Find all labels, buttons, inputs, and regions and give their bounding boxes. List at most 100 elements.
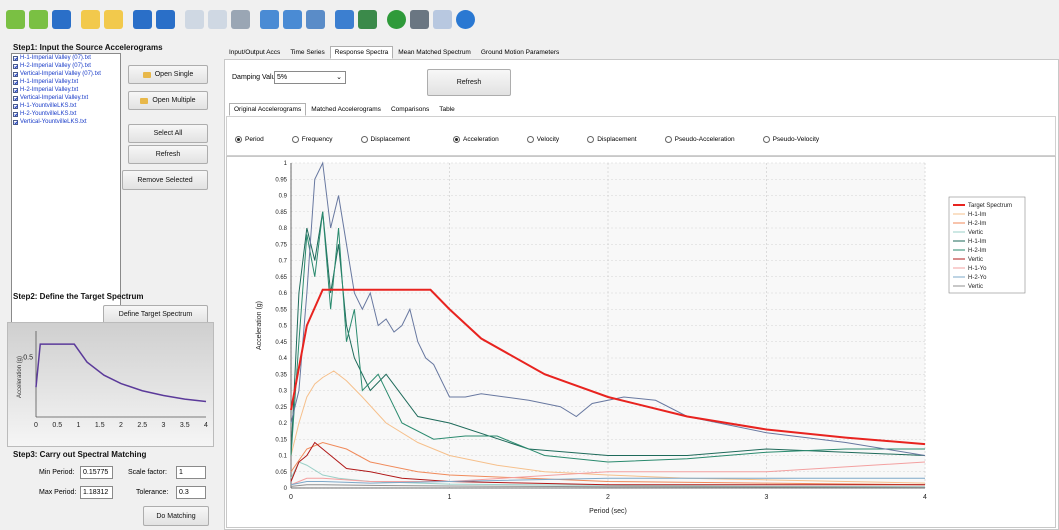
do-matching-button[interactable]: Do Matching <box>143 506 209 526</box>
subtab-3[interactable]: Table <box>439 106 455 113</box>
radio-circle[interactable] <box>664 136 672 143</box>
subtab-2[interactable]: Comparisons <box>390 106 430 113</box>
checkbox[interactable] <box>13 119 18 125</box>
radio-circle[interactable] <box>526 136 534 143</box>
open-multiple-button[interactable]: Open Multiple <box>128 91 208 110</box>
remove-selected-button[interactable]: Remove Selected <box>122 170 208 190</box>
subtab-1[interactable]: Matched Accelerograms <box>311 106 381 113</box>
mini-x-tick-label: 1.5 <box>95 422 105 429</box>
radio-circle[interactable] <box>235 136 242 143</box>
y-option-label: Displacement <box>597 136 637 143</box>
x-option-radio[interactable]: Displacement <box>360 136 410 143</box>
legend-label: H-1-Im <box>968 239 986 245</box>
x-option-radio[interactable]: Frequency <box>291 136 333 143</box>
checkbox[interactable] <box>13 79 18 85</box>
checkbox[interactable] <box>13 103 18 109</box>
tab-4[interactable]: Ground Motion Parameters <box>480 49 560 56</box>
file-name: H-2-Imperial Valley (07).txt <box>20 63 91 69</box>
mini-x-tick-label: 1 <box>77 422 81 429</box>
help-icon[interactable] <box>387 9 406 29</box>
gear-icon[interactable] <box>306 9 325 29</box>
save-icon[interactable] <box>52 9 71 29</box>
tolerance-input[interactable]: 0.3 <box>176 486 206 499</box>
report-icon[interactable] <box>283 9 302 29</box>
file-list-item[interactable]: H-1-Imperial Valley (07).txt <box>12 54 120 62</box>
tools-icon[interactable] <box>410 9 429 29</box>
y-option-label: Velocity <box>536 136 560 143</box>
checkbox[interactable] <box>13 87 18 93</box>
series-line <box>290 461 926 486</box>
damping-select[interactable]: 5% ⌄ <box>274 71 346 84</box>
checkbox[interactable] <box>13 55 18 61</box>
folder-icon[interactable] <box>104 9 123 29</box>
legend-label: Vertic <box>968 284 983 290</box>
file-list-item[interactable]: H-2-YountvilleLKS.txt <box>12 110 120 118</box>
radio-circle[interactable] <box>453 136 460 143</box>
max-period-input[interactable]: 1.18312 <box>80 486 113 499</box>
x-option-radio[interactable]: Period <box>235 136 264 143</box>
y-option-radio[interactable]: Velocity <box>526 136 560 143</box>
y-option-radio[interactable]: Pseudo-Acceleration <box>664 136 735 143</box>
tab-0[interactable]: Input/Output Accs <box>229 49 281 56</box>
file-list-item[interactable]: H-1-Imperial Valley.txt <box>12 78 120 86</box>
radio-circle[interactable] <box>587 136 595 143</box>
y-option-label: Pseudo-Velocity <box>772 136 820 143</box>
checkbox[interactable] <box>13 63 18 69</box>
tab-1[interactable]: Time Series <box>290 49 325 56</box>
report-icon[interactable] <box>260 9 279 29</box>
file-list-item[interactable]: H-2-Imperial Valley (07).txt <box>12 62 120 70</box>
y-tick-label: 0.15 <box>275 437 287 443</box>
series-line <box>290 477 925 486</box>
y-tick-label: 0.45 <box>275 340 287 346</box>
document-icon[interactable] <box>185 9 204 29</box>
accelerogram-list[interactable]: H-1-Imperial Valley (07).txt H-2-Imperial… <box>11 53 121 323</box>
file-name: H-2-Imperial Valley.txt <box>20 87 79 93</box>
save-icon[interactable] <box>156 9 175 29</box>
y-option-radio[interactable]: Acceleration <box>453 136 499 143</box>
checkbox[interactable] <box>13 95 18 101</box>
spectra-refresh-button[interactable]: Refresh <box>427 69 511 96</box>
y-option-radio[interactable]: Displacement <box>587 136 637 143</box>
database-icon[interactable] <box>358 9 377 29</box>
checkbox[interactable] <box>13 71 18 77</box>
mini-target-line <box>35 343 207 403</box>
print-icon[interactable] <box>231 9 250 29</box>
y-tick-label: 0.6 <box>279 291 288 297</box>
radio-circle[interactable] <box>360 136 368 143</box>
save-icon[interactable] <box>133 9 152 29</box>
legend-label: H-2-Im <box>968 248 986 254</box>
file-list-item[interactable]: H-2-Imperial Valley.txt <box>12 86 120 94</box>
open-single-button[interactable]: Open Single <box>128 65 208 84</box>
x-option-label: Displacement <box>370 136 410 143</box>
file-name: H-1-YountvilleLKS.txt <box>20 103 77 109</box>
checkbox[interactable] <box>13 111 18 117</box>
globe-icon[interactable] <box>456 9 475 29</box>
open-folder-icon[interactable] <box>29 9 48 29</box>
file-list-item[interactable]: Vertical-Imperial Valley (07).txt <box>12 70 120 78</box>
chart-icon[interactable] <box>335 9 354 29</box>
file-name: H-1-Imperial Valley (07).txt <box>20 55 91 61</box>
folder-icon <box>140 97 149 104</box>
legend-label: Vertic <box>968 230 983 236</box>
tab-2[interactable]: Response Spectra <box>329 46 394 59</box>
wand-icon[interactable] <box>433 9 452 29</box>
file-list-item[interactable]: Vertical-Imperial Valley.txt <box>12 94 120 102</box>
tab-3[interactable]: Mean Matched Spectrum <box>398 49 471 56</box>
min-period-input[interactable]: 0.15775 <box>80 466 113 479</box>
refresh-button[interactable]: Refresh <box>128 145 208 164</box>
folder-icon[interactable] <box>81 9 100 29</box>
scale-factor-input[interactable]: 1 <box>176 466 206 479</box>
select-all-button[interactable]: Select All <box>128 124 208 143</box>
document-icon[interactable] <box>208 9 227 29</box>
x-tick-label: 2 <box>606 494 610 501</box>
file-list-item[interactable]: H-1-YountvilleLKS.txt <box>12 102 120 110</box>
open-folder-icon[interactable] <box>6 9 25 29</box>
y-axis-label: Acceleration (g) <box>256 301 263 350</box>
file-list-item[interactable]: Vertical-YountvilleLKS.txt <box>12 118 120 126</box>
subtab-0[interactable]: Original Accelerograms <box>229 103 307 116</box>
y-option-radio[interactable]: Pseudo-Velocity <box>762 136 820 143</box>
radio-circle[interactable] <box>291 136 299 143</box>
series-line <box>290 288 926 446</box>
radio-circle[interactable] <box>762 136 770 143</box>
y-tick-label: 0.4 <box>279 356 288 362</box>
